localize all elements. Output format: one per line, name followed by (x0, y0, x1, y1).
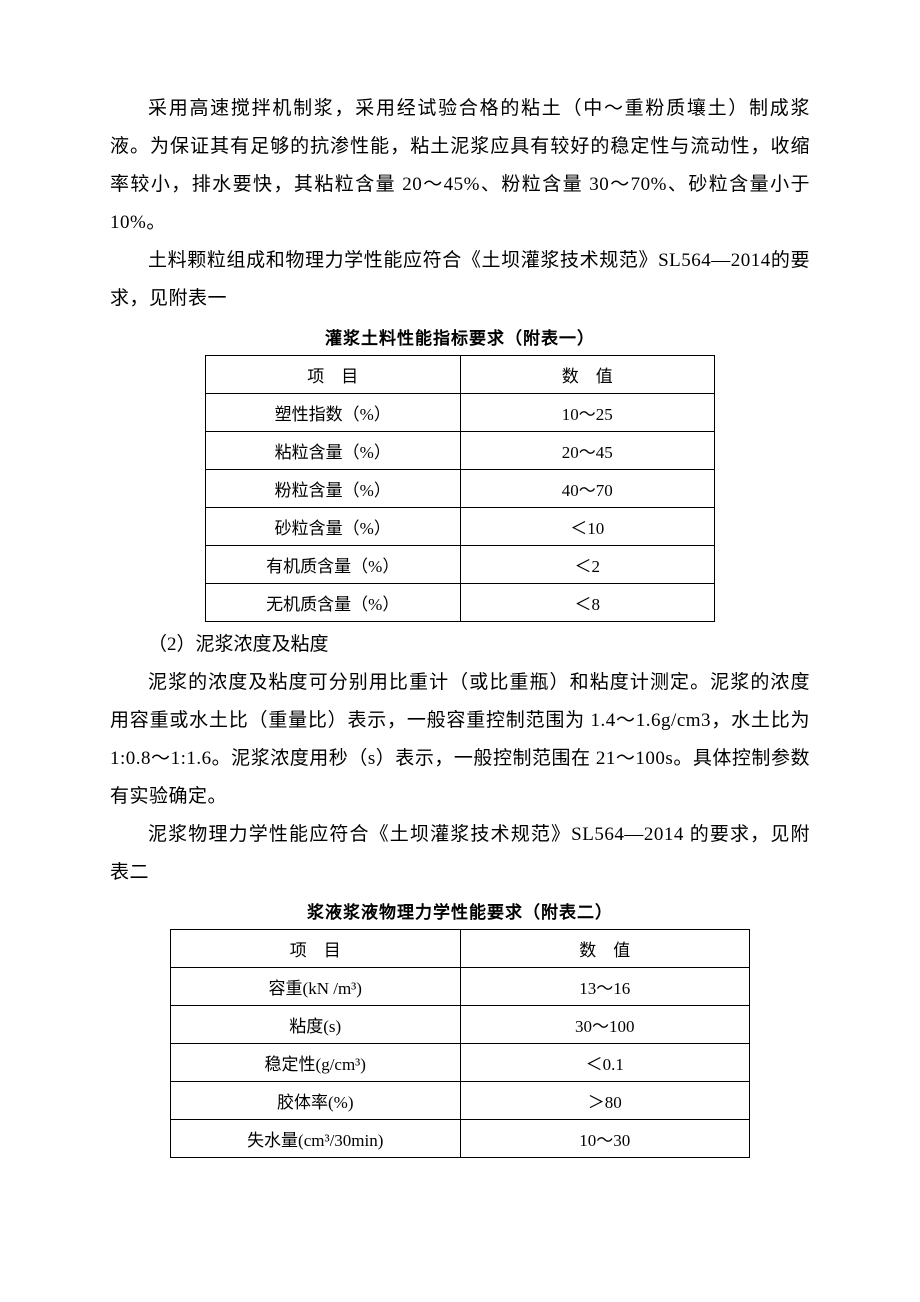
table1: 项 目 数 值 塑性指数（%） 10～25 粘粒含量（%） 20～45 粉粒含量… (205, 355, 715, 622)
cell-value: 13～16 (460, 968, 750, 1006)
paragraph-3: 泥浆的浓度及粘度可分别用比重计（或比重瓶）和粘度计测定。泥浆的浓度用容重或水土比… (110, 664, 810, 816)
cell-item: 有机质含量（%） (206, 546, 461, 584)
paragraph-2: 土料颗粒组成和物理力学性能应符合《土坝灌浆技术规范》SL564—2014的要求，… (110, 242, 810, 318)
table-row: 粘粒含量（%） 20～45 (206, 432, 715, 470)
table-row: 容重(kN /m³) 13～16 (171, 968, 750, 1006)
cell-value: ＜2 (460, 546, 715, 584)
table1-wrapper: 项 目 数 值 塑性指数（%） 10～25 粘粒含量（%） 20～45 粉粒含量… (110, 355, 810, 622)
cell-value: 40～70 (460, 470, 715, 508)
cell-value: 30～100 (460, 1006, 750, 1044)
cell-value: ＞80 (460, 1082, 750, 1120)
table-row: 粉粒含量（%） 40～70 (206, 470, 715, 508)
table2-wrapper: 项 目 数 值 容重(kN /m³) 13～16 粘度(s) 30～100 稳定… (110, 929, 810, 1158)
cell-value: ＜10 (460, 508, 715, 546)
table1-header-item: 项 目 (206, 356, 461, 394)
cell-value: ＜8 (460, 584, 715, 622)
cell-item: 粘粒含量（%） (206, 432, 461, 470)
table-row: 粘度(s) 30～100 (171, 1006, 750, 1044)
table1-header-value: 数 值 (460, 356, 715, 394)
cell-item: 砂粒含量（%） (206, 508, 461, 546)
table-row: 胶体率(%) ＞80 (171, 1082, 750, 1120)
cell-item: 稳定性(g/cm³) (171, 1044, 461, 1082)
table-row: 项 目 数 值 (171, 930, 750, 968)
table2-title: 浆液浆液物理力学性能要求（附表二） (110, 898, 810, 923)
table-row: 塑性指数（%） 10～25 (206, 394, 715, 432)
table2: 项 目 数 值 容重(kN /m³) 13～16 粘度(s) 30～100 稳定… (170, 929, 750, 1158)
table-row: 失水量(cm³/30min) 10～30 (171, 1120, 750, 1158)
cell-value: 20～45 (460, 432, 715, 470)
table-row: 无机质含量（%） ＜8 (206, 584, 715, 622)
cell-item: 粉粒含量（%） (206, 470, 461, 508)
table-row: 砂粒含量（%） ＜10 (206, 508, 715, 546)
cell-value: 10～25 (460, 394, 715, 432)
cell-item: 塑性指数（%） (206, 394, 461, 432)
cell-item: 胶体率(%) (171, 1082, 461, 1120)
cell-item: 无机质含量（%） (206, 584, 461, 622)
table2-header-value: 数 值 (460, 930, 750, 968)
cell-item: 失水量(cm³/30min) (171, 1120, 461, 1158)
cell-value: ＜0.1 (460, 1044, 750, 1082)
table2-header-item: 项 目 (171, 930, 461, 968)
table1-title: 灌浆土料性能指标要求（附表一） (110, 324, 810, 349)
table-row: 项 目 数 值 (206, 356, 715, 394)
section-2-label: （2）泥浆浓度及粘度 (110, 626, 810, 664)
paragraph-1: 采用高速搅拌机制浆，采用经试验合格的粘土（中～重粉质壤土）制成浆液。为保证其有足… (110, 90, 810, 242)
paragraph-4: 泥浆物理力学性能应符合《土坝灌浆技术规范》SL564—2014 的要求，见附表二 (110, 816, 810, 892)
table-row: 稳定性(g/cm³) ＜0.1 (171, 1044, 750, 1082)
cell-item: 粘度(s) (171, 1006, 461, 1044)
table-row: 有机质含量（%） ＜2 (206, 546, 715, 584)
cell-item: 容重(kN /m³) (171, 968, 461, 1006)
cell-value: 10～30 (460, 1120, 750, 1158)
